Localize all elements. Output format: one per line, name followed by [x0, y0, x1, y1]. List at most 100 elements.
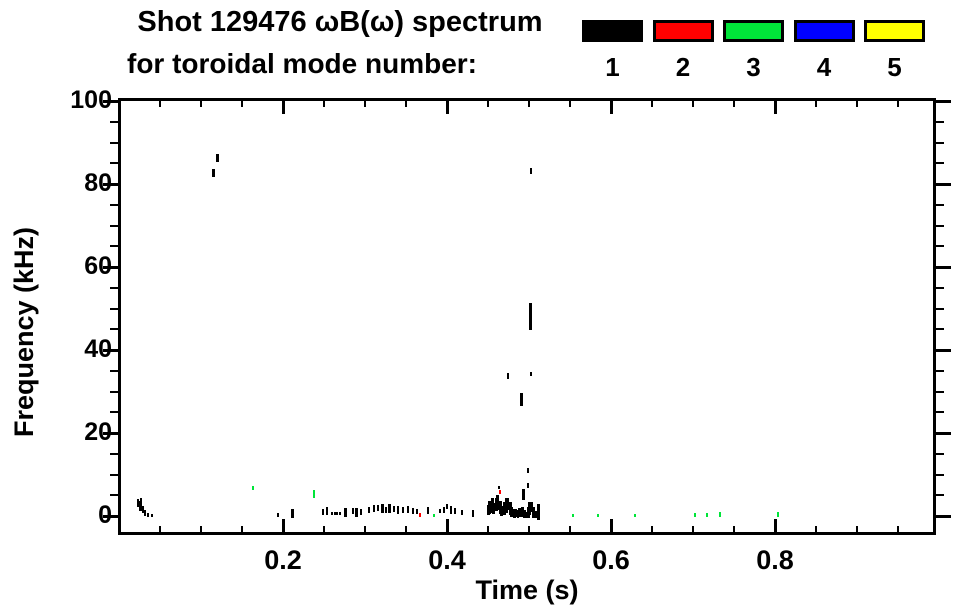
data-mark-n1 — [146, 513, 149, 518]
x-minor-tick-top — [487, 100, 489, 107]
y-tick-label-80: 80 — [84, 169, 112, 197]
legend-swatch-mode-3 — [723, 20, 784, 42]
data-mark-n1 — [377, 504, 380, 511]
data-mark-n1 — [529, 371, 532, 377]
x-minor-tick-bottom — [364, 526, 366, 533]
x-minor-tick-bottom — [241, 526, 243, 533]
data-mark-n1 — [415, 509, 418, 515]
data-mark-n1 — [534, 511, 537, 519]
data-mark-n1 — [492, 503, 496, 514]
data-mark-n1 — [406, 505, 409, 514]
plot-title-line2: for toroidal mode number: — [127, 48, 477, 79]
data-mark-n1 — [343, 508, 347, 518]
y-major-tick-right — [934, 431, 951, 435]
y-minor-tick-right — [934, 390, 944, 393]
y-major-tick-right — [934, 348, 951, 352]
data-mark-n1 — [527, 468, 530, 474]
y-minor-tick-right — [934, 494, 944, 497]
legend-swatch-mode-4 — [793, 20, 855, 42]
data-mark-n1 — [520, 393, 524, 407]
y-minor-tick-left — [110, 494, 120, 497]
data-mark-n1 — [530, 167, 533, 174]
data-mark-n3 — [572, 513, 575, 517]
data-mark-n1 — [392, 506, 395, 513]
y-major-tick-right — [934, 265, 951, 269]
data-mark-n1 — [211, 169, 215, 178]
data-mark-n1 — [355, 508, 359, 518]
data-mark-n2 — [418, 512, 421, 517]
y-minor-tick-left — [110, 452, 120, 455]
y-minor-tick-left — [110, 307, 120, 310]
data-mark-n1 — [380, 504, 384, 513]
y-minor-tick-left — [110, 286, 120, 289]
data-mark-n1 — [506, 372, 509, 379]
y-minor-tick-right — [934, 473, 944, 476]
x-major-tick-bottom — [773, 519, 777, 533]
data-mark-n1 — [526, 507, 530, 518]
data-mark-n1 — [454, 507, 457, 515]
y-major-tick-left — [103, 431, 120, 435]
data-mark-n1 — [136, 498, 139, 507]
data-mark-n1 — [504, 498, 508, 513]
data-mark-n1 — [427, 507, 430, 514]
x-major-tick-top — [281, 100, 285, 114]
y-axis-title: Frequency (kHz) — [9, 226, 39, 438]
x-minor-tick-top — [815, 100, 817, 107]
y-minor-tick-left — [110, 369, 120, 372]
data-mark-n1 — [450, 506, 453, 514]
data-mark-n1 — [518, 508, 522, 518]
data-mark-n3 — [596, 513, 599, 517]
y-tick-label-20: 20 — [84, 418, 112, 446]
data-mark-n1 — [527, 483, 530, 489]
data-mark-n1 — [486, 504, 490, 515]
y-major-tick-right — [934, 99, 951, 103]
x-minor-tick-bottom — [487, 526, 489, 533]
y-major-tick-left — [103, 348, 120, 352]
y-tick-label-0: 0 — [98, 501, 112, 529]
data-mark-n1 — [502, 502, 506, 515]
legend-label-mode-4: 4 — [816, 52, 832, 82]
data-mark-n1 — [532, 507, 536, 518]
x-minor-tick-bottom — [323, 526, 325, 533]
data-mark-n3 — [693, 512, 696, 517]
legend-swatch-mode-1 — [582, 20, 643, 42]
y-tick-label-40: 40 — [84, 335, 112, 363]
data-mark-n1 — [368, 506, 371, 513]
data-mark-n1 — [396, 506, 399, 514]
data-mark-n1 — [438, 508, 441, 514]
data-mark-n3 — [432, 513, 435, 518]
data-mark-n3 — [251, 485, 254, 490]
data-mark-n1 — [322, 508, 325, 515]
x-major-tick-top — [445, 100, 449, 114]
data-mark-n1 — [529, 303, 533, 331]
x-minor-tick-top — [856, 100, 858, 107]
y-minor-tick-left — [110, 245, 120, 248]
y-minor-tick-right — [934, 369, 944, 372]
y-minor-tick-left — [110, 141, 120, 144]
data-mark-n1 — [536, 503, 540, 521]
y-minor-tick-left — [110, 162, 120, 165]
y-minor-tick-right — [934, 203, 944, 206]
data-mark-n2 — [499, 489, 502, 494]
y-minor-tick-left — [110, 328, 120, 331]
data-mark-n1 — [506, 497, 510, 511]
data-mark-n3 — [719, 511, 722, 517]
data-mark-n1 — [412, 507, 415, 515]
legend-label-mode-3: 3 — [746, 52, 761, 82]
data-mark-n1 — [291, 509, 295, 518]
data-mark-n1 — [141, 505, 144, 513]
data-mark-n1 — [524, 511, 527, 518]
x-minor-tick-bottom — [159, 526, 161, 533]
data-mark-n1 — [401, 507, 404, 514]
x-minor-tick-top — [692, 100, 694, 107]
x-major-tick-bottom — [445, 519, 449, 533]
y-minor-tick-right — [934, 307, 944, 310]
y-major-tick-left — [103, 265, 120, 269]
data-mark-n3 — [633, 514, 636, 518]
data-mark-n1 — [517, 510, 520, 518]
plot-frame — [118, 98, 936, 535]
y-minor-tick-right — [934, 411, 944, 414]
